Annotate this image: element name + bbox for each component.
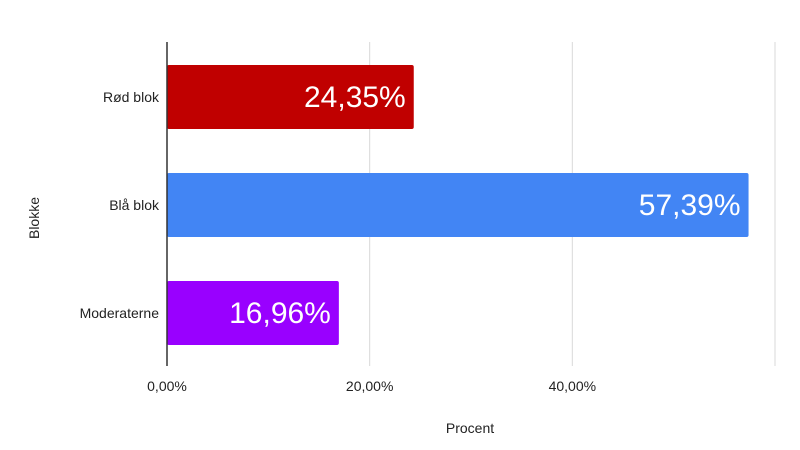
data-label: 24,35% — [304, 81, 406, 114]
y-tick-label: Rød blok — [103, 89, 160, 105]
x-tick-labels: 0,00% 20,00% 40,00% — [147, 378, 596, 394]
y-tick-label: Moderaterne — [80, 305, 160, 321]
x-tick-label: 0,00% — [147, 378, 187, 394]
x-tick-label: 20,00% — [346, 378, 393, 394]
y-axis-title: Blokke — [26, 197, 42, 239]
y-tick-labels: Rød blok Blå blok Moderaterne — [80, 89, 160, 321]
data-labels: 24,35% 57,39% 16,96% — [229, 81, 740, 330]
bar — [167, 173, 749, 237]
y-tick-label: Blå blok — [109, 197, 160, 213]
data-label: 57,39% — [639, 189, 741, 222]
bars — [167, 65, 749, 345]
data-label: 16,96% — [229, 297, 331, 330]
bar — [167, 65, 414, 129]
x-tick-label: 40,00% — [549, 378, 596, 394]
bar — [167, 281, 339, 345]
x-axis-title: Procent — [446, 420, 494, 436]
